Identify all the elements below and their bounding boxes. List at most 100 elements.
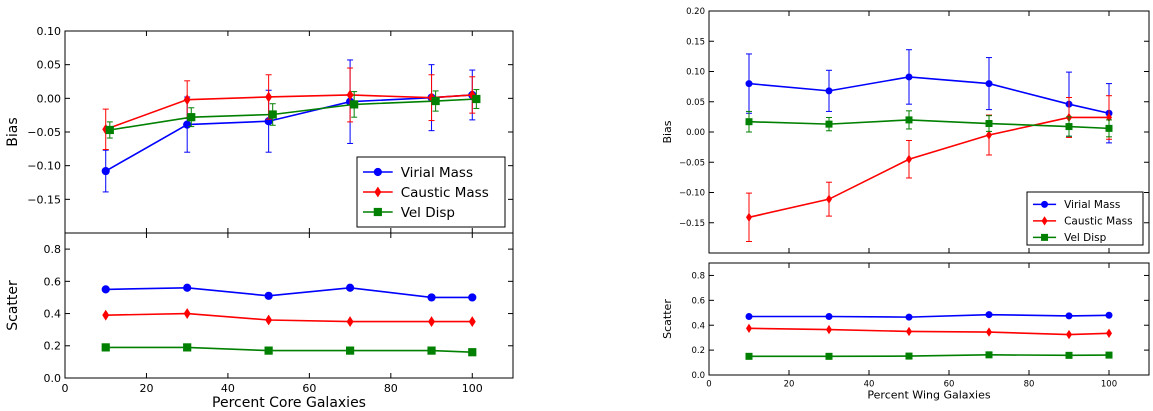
y-axis-label: Scatter bbox=[661, 299, 674, 339]
data-point bbox=[906, 117, 912, 123]
y-tick-label: −0.15 bbox=[679, 219, 705, 229]
data-point bbox=[184, 344, 191, 351]
axes-frame bbox=[65, 233, 513, 378]
series-line bbox=[749, 315, 1109, 317]
y-tick-label: 0.20 bbox=[686, 7, 705, 17]
y-tick-label: 0.10 bbox=[37, 25, 62, 38]
panel-right-bottom: 0.0 0.2 0.4 0.6 0.8 0 20 40 60 80 100 Scatter Percen… bbox=[661, 263, 1149, 402]
y-tick-label: 0.6 bbox=[691, 296, 705, 306]
data-point bbox=[429, 317, 435, 326]
series-caustic-mass bbox=[747, 325, 1112, 339]
data-point bbox=[269, 111, 276, 118]
series-vel-disp bbox=[746, 111, 1112, 137]
data-point bbox=[827, 195, 832, 203]
legend-label: Caustic Mass bbox=[1064, 216, 1132, 228]
series-vel-disp bbox=[102, 344, 476, 356]
data-point bbox=[265, 347, 272, 354]
data-point bbox=[347, 317, 353, 326]
series-line bbox=[749, 355, 1109, 356]
data-point bbox=[346, 347, 353, 354]
legend-label: Vel Disp bbox=[401, 205, 455, 221]
y-tick-label: 0.10 bbox=[686, 68, 705, 78]
y-tick-label: −0.10 bbox=[679, 189, 705, 199]
data-point bbox=[469, 317, 475, 326]
legend-marker bbox=[1042, 201, 1048, 207]
data-point bbox=[906, 314, 912, 320]
data-point bbox=[102, 167, 109, 174]
y-tick-label: −0.15 bbox=[27, 193, 61, 206]
legend-marker bbox=[1042, 234, 1048, 240]
series-virial-mass bbox=[102, 284, 476, 301]
y-tick-label: 0.8 bbox=[44, 243, 62, 256]
data-point bbox=[1107, 330, 1112, 338]
data-point bbox=[906, 353, 912, 359]
data-point bbox=[1106, 352, 1112, 358]
data-point bbox=[986, 81, 992, 87]
y-axis-label: Scatter bbox=[5, 280, 21, 331]
series-vel-disp bbox=[746, 352, 1112, 359]
legend-label: Vel Disp bbox=[1064, 232, 1107, 244]
x-tick-label: 80 bbox=[1024, 380, 1035, 390]
x-tick-label: 0 bbox=[62, 382, 69, 395]
x-axis-label: Percent Core Galaxies bbox=[212, 395, 366, 411]
y-tick-label: −0.05 bbox=[27, 126, 61, 139]
data-point bbox=[747, 325, 752, 333]
x-tick-label: 80 bbox=[384, 382, 398, 395]
x-tick-label: 40 bbox=[221, 382, 235, 395]
data-point bbox=[428, 347, 435, 354]
data-point bbox=[826, 353, 832, 359]
legend-label: Virial Mass bbox=[401, 165, 473, 181]
data-point bbox=[103, 311, 109, 320]
panel-left-bottom: 0.00.20.40.60.80 20 40 60 80 100ScatterPercen… bbox=[5, 233, 513, 411]
data-point bbox=[106, 126, 113, 133]
series-line bbox=[106, 314, 473, 322]
x-tick-label: 20 bbox=[139, 382, 153, 395]
legend-label: Caustic Mass bbox=[401, 185, 489, 201]
data-point bbox=[1066, 352, 1072, 358]
y-tick-label: 0.6 bbox=[44, 275, 62, 288]
data-point bbox=[351, 101, 358, 108]
data-point bbox=[184, 284, 191, 291]
y-tick-label: −0.10 bbox=[27, 160, 61, 173]
y-tick-label: 0.00 bbox=[686, 128, 705, 138]
y-tick-label: 0.2 bbox=[44, 340, 62, 353]
data-point bbox=[1106, 125, 1112, 131]
x-tick-label: 0 bbox=[706, 380, 711, 390]
data-point bbox=[188, 114, 195, 121]
series-line bbox=[110, 99, 477, 130]
data-point bbox=[986, 352, 992, 358]
panel-left-top: 0.10 0.05 0.00 −0.05 −0.10 −0.15 Bias Virial Ma… bbox=[5, 25, 513, 233]
data-point bbox=[987, 131, 992, 139]
data-point bbox=[986, 121, 992, 127]
data-point bbox=[1066, 124, 1072, 130]
y-tick-label: 0.4 bbox=[691, 321, 705, 331]
y-tick-label: −0.05 bbox=[679, 158, 705, 168]
data-point bbox=[432, 97, 439, 104]
data-point bbox=[469, 294, 476, 301]
legend: Virial Mass Caustic Mass Vel Disp bbox=[357, 157, 505, 227]
data-point bbox=[1067, 331, 1072, 339]
data-point bbox=[986, 312, 992, 318]
data-point bbox=[827, 326, 832, 334]
y-tick-label: 0.05 bbox=[37, 59, 62, 72]
data-point bbox=[184, 309, 190, 318]
data-point bbox=[746, 314, 752, 320]
data-point bbox=[1106, 312, 1112, 318]
y-tick-label: 0.15 bbox=[686, 37, 705, 47]
y-tick-label: 0.0 bbox=[44, 372, 62, 385]
series-caustic-mass bbox=[103, 309, 475, 326]
legend-marker bbox=[374, 168, 381, 175]
data-point bbox=[826, 88, 832, 94]
data-point bbox=[469, 349, 476, 356]
series-virial-mass bbox=[746, 50, 1112, 143]
x-tick-label: 20 bbox=[784, 380, 795, 390]
series-line bbox=[106, 347, 473, 352]
y-tick-label: 0.2 bbox=[691, 346, 705, 356]
series-caustic-mass bbox=[103, 68, 476, 149]
legend: Virial Mass Caustic Mass Vel Disp bbox=[1027, 192, 1143, 245]
data-point bbox=[746, 81, 752, 87]
legend-label: Virial Mass bbox=[1064, 199, 1120, 211]
x-axis-label: Percent Wing Galaxies bbox=[867, 389, 990, 402]
axes-frame bbox=[709, 263, 1149, 375]
